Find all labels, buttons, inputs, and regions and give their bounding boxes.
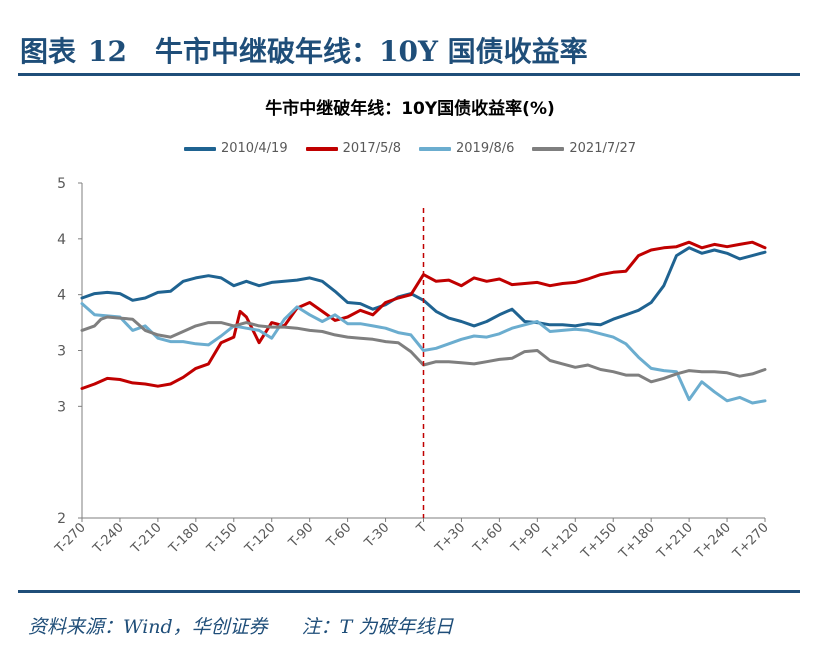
legend-label: 2019/8/6 bbox=[456, 141, 515, 156]
x-tick-label: T+60 bbox=[470, 520, 506, 556]
x-tick-label: T-210 bbox=[128, 520, 165, 557]
y-tick-label: 2 bbox=[57, 511, 66, 527]
series-line bbox=[80, 302, 767, 405]
x-tick-label: T-240 bbox=[90, 520, 127, 557]
y-tick-label: 5 bbox=[57, 176, 66, 192]
legend-swatch bbox=[419, 146, 451, 151]
x-tick-label: T-60 bbox=[323, 520, 354, 551]
x-tick-label: T-120 bbox=[242, 520, 279, 557]
legend-label: 2010/4/19 bbox=[220, 141, 288, 156]
x-tick-label: T bbox=[413, 520, 430, 537]
footer-divider bbox=[18, 590, 800, 593]
source-text: 资料来源：Wind，华创证券 bbox=[28, 616, 268, 638]
y-tick-label: 4 bbox=[57, 232, 66, 248]
chart-legend: 2010/4/19 2017/5/8 2019/8/6 2021/7/27 bbox=[0, 141, 820, 156]
title-divider bbox=[18, 73, 800, 76]
legend-item: 2010/4/19 bbox=[183, 141, 288, 156]
legend-item: 2019/8/6 bbox=[419, 141, 514, 156]
figure-title-text: 牛市中继破年线：10Y 国债收益率 bbox=[154, 35, 588, 68]
x-tick-label: T+150 bbox=[578, 520, 620, 562]
x-tick-label: T-150 bbox=[204, 520, 241, 557]
legend-swatch bbox=[532, 146, 565, 151]
x-tick-label: T+210 bbox=[654, 520, 696, 562]
x-tick-label: T+240 bbox=[692, 520, 734, 562]
series-line bbox=[80, 240, 767, 390]
y-tick-label: 3 bbox=[57, 399, 66, 415]
x-tick-label: T-30 bbox=[361, 520, 392, 551]
series-line bbox=[80, 315, 767, 384]
x-tick-label: T-180 bbox=[166, 520, 203, 557]
figure-number: 12 bbox=[88, 35, 127, 68]
y-tick-label: 4 bbox=[57, 288, 66, 304]
legend-label: 2021/7/27 bbox=[569, 141, 637, 156]
figure-label: 图表 bbox=[20, 35, 77, 68]
x-tick-label: T-90 bbox=[285, 520, 316, 551]
x-tick-label: T+270 bbox=[730, 520, 772, 562]
series-line bbox=[80, 246, 767, 328]
legend-item: 2021/7/27 bbox=[532, 141, 636, 156]
legend-label: 2017/5/8 bbox=[342, 141, 401, 156]
x-tick-label: T+30 bbox=[432, 520, 468, 556]
footnote-text: 注：T 为破年线日 bbox=[301, 616, 454, 638]
y-tick-label: 3 bbox=[57, 344, 66, 360]
figure-title: 图表 12 牛市中继破年线：10Y 国债收益率 bbox=[20, 30, 588, 70]
x-tick-label: T+180 bbox=[616, 520, 658, 562]
x-tick-label: T+120 bbox=[540, 520, 582, 562]
legend-swatch bbox=[305, 146, 338, 151]
legend-swatch bbox=[183, 146, 216, 151]
legend-item: 2017/5/8 bbox=[305, 141, 401, 156]
x-tick-label: T+90 bbox=[508, 520, 544, 556]
chart-title: 牛市中继破年线：10Y国债收益率(%) bbox=[265, 99, 555, 119]
source-note: 资料来源：Wind，华创证券 注：T 为破年线日 bbox=[28, 612, 453, 639]
